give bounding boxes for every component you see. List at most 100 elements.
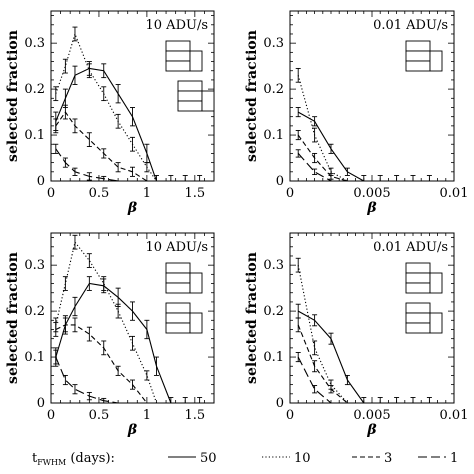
error-bar <box>53 86 59 102</box>
error-bar <box>312 340 318 356</box>
x-tick-label: 0 <box>47 408 55 423</box>
legend-label: 1 <box>450 451 458 466</box>
x-tick-label: 1.5 <box>184 408 205 423</box>
error-bar <box>62 374 68 386</box>
error-bar <box>295 130 301 141</box>
legend-entries: 50 10 3 1 <box>168 451 458 466</box>
error-bar <box>86 276 92 291</box>
error-bar <box>101 276 107 291</box>
y-tick-label: 0 <box>276 174 284 189</box>
error-bar <box>72 167 78 176</box>
error-bar <box>312 152 318 164</box>
error-bar <box>144 162 150 173</box>
error-bar <box>62 104 68 120</box>
error-bar <box>312 360 318 373</box>
rate-annotation: 0.01 ADU/s <box>373 240 448 255</box>
plot-frame <box>50 232 215 404</box>
x-tick-label: 0 <box>286 186 294 201</box>
series-line <box>297 265 348 404</box>
error-bar <box>312 116 318 127</box>
error-bar <box>295 352 301 363</box>
y-tick-label: 0.2 <box>24 304 45 319</box>
y-tick-label: 0 <box>37 396 45 411</box>
error-bar <box>101 397 107 404</box>
error-bar <box>130 301 135 321</box>
error-bar <box>62 276 68 291</box>
error-bar <box>62 58 68 74</box>
y-tick-label: 0.1 <box>263 128 284 143</box>
error-bar <box>115 162 121 173</box>
error-bar <box>344 374 350 386</box>
error-bar <box>72 384 78 395</box>
error-bar <box>115 84 121 104</box>
legend-label: 10 <box>294 451 311 466</box>
upper-limit-markers <box>361 175 432 181</box>
panel-3: 0 0.5 1 1.5 0 0.1 0.2 0.3 β selected fraction 10 A… <box>5 232 215 438</box>
y-tick-label: 0.3 <box>263 258 284 273</box>
error-bar <box>72 296 78 317</box>
panel-2: 0 0.005 0.01 0 0.1 0.2 0.3 β selected fraction 0.… <box>244 10 468 216</box>
error-bar <box>53 118 59 134</box>
error-bar <box>101 63 107 79</box>
error-bar <box>295 303 301 319</box>
error-bar <box>86 172 92 181</box>
error-bar <box>295 107 301 118</box>
x-axis-label: β <box>366 200 377 216</box>
x-tick-label: 0 <box>286 408 294 423</box>
legend-entry-50: 50 <box>168 451 217 466</box>
legend-entry-10: 10 <box>262 451 311 466</box>
y-tick-label: 0.1 <box>263 350 284 365</box>
y-axis-label: selected fraction <box>244 252 260 384</box>
rate-annotation: 0.01 ADU/s <box>373 18 448 33</box>
error-bar <box>144 319 150 340</box>
error-bar <box>295 67 301 83</box>
series-dotted <box>295 257 348 404</box>
series-longdash <box>53 143 119 182</box>
legend: tFWHM (days): 50 10 3 1 <box>32 451 458 467</box>
error-bar <box>130 166 135 177</box>
error-bar <box>53 322 59 337</box>
series-line <box>55 282 172 404</box>
series-line <box>297 134 348 182</box>
error-bar <box>295 317 301 333</box>
series-longdash <box>295 352 332 404</box>
series-line <box>55 324 148 404</box>
series-longdash <box>53 349 119 404</box>
rate-annotation: 10 ADU/s <box>146 240 209 255</box>
x-tick-label: 1.5 <box>184 186 205 201</box>
panels: 0 0.5 1 1.5 0 0.1 0.2 0.3 β selected fraction 10 A… <box>5 10 469 438</box>
x-axis-label: β <box>366 422 377 438</box>
error-bar <box>62 317 68 333</box>
series-dotted <box>53 234 158 404</box>
error-bar <box>101 86 107 102</box>
error-bar <box>328 173 334 180</box>
error-bar <box>130 379 135 390</box>
error-bar <box>101 148 107 159</box>
error-bar <box>62 88 68 108</box>
legend-entry-3: 3 <box>352 451 392 466</box>
series-line <box>55 240 158 404</box>
x-tick-label: 0.01 <box>440 408 469 423</box>
series-dotted <box>295 67 348 182</box>
x-axis-label: β <box>127 422 138 438</box>
y-tick-label: 0 <box>276 396 284 411</box>
legend-entry-1: 1 <box>418 451 458 466</box>
error-bar <box>86 253 92 268</box>
x-axis-label: β <box>127 200 138 216</box>
series-solid <box>295 107 432 182</box>
y-tick-label: 0.2 <box>263 82 284 97</box>
error-bar <box>115 303 121 319</box>
detector-icon <box>165 40 215 112</box>
error-bar <box>328 385 334 394</box>
panel-4: 0 0.005 0.01 0 0.1 0.2 0.3 β selected fraction 0.… <box>244 232 469 438</box>
series-line <box>55 111 148 182</box>
error-bar <box>344 167 350 176</box>
error-bar <box>115 287 121 307</box>
y-tick-label: 0.3 <box>263 36 284 51</box>
error-bar <box>115 113 121 129</box>
error-bar <box>53 143 59 154</box>
error-bar <box>72 317 78 333</box>
x-tick-label: 0 <box>47 186 55 201</box>
rate-annotation: 10 ADU/s <box>146 18 209 33</box>
error-bar <box>328 332 334 345</box>
